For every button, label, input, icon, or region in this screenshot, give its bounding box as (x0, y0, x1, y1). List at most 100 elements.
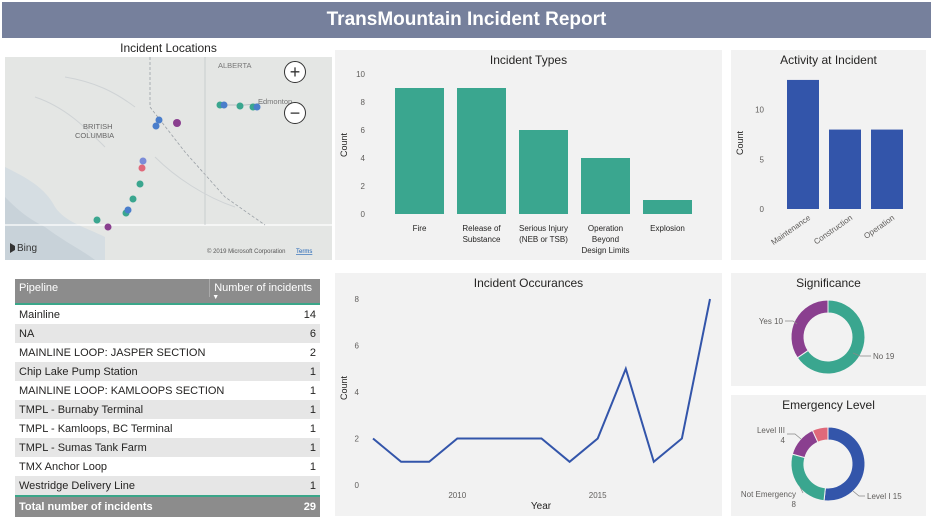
bar (829, 129, 861, 209)
map-canvas: ALBERTA BRITISH COLUMBIA Edmonton Bing (5, 57, 332, 260)
y-tick-label: 0 (355, 481, 360, 490)
column-header-incidents[interactable]: Number of incidents ▼ (209, 279, 320, 301)
bar (871, 129, 903, 209)
leader-line (787, 433, 802, 440)
y-tick-label: 0 (361, 210, 366, 219)
x-tick-label: Operation (862, 213, 896, 241)
x-tick-label: 2015 (589, 491, 607, 500)
y-tick-label: 10 (356, 70, 365, 79)
table-total-row: Total number of incidents 29 (15, 495, 320, 517)
slice-label: 4 (781, 436, 786, 445)
map-marker[interactable] (138, 164, 146, 172)
y-axis-label: Count (339, 376, 349, 401)
table-row[interactable]: Chip Lake Pump Station 1 (15, 362, 320, 381)
significance-chart: No 19 Yes 10 (759, 299, 895, 375)
map-markers (93, 101, 261, 231)
leader-line (852, 352, 871, 357)
map-marker[interactable] (155, 116, 163, 124)
incident-count-cell: 6 (309, 327, 316, 340)
y-tick-label: 2 (361, 182, 366, 191)
series-line (372, 298, 711, 464)
table-header: Pipeline Number of incidents ▼ (15, 279, 320, 305)
y-tick-label: 4 (361, 154, 366, 163)
map-marker[interactable] (236, 102, 244, 110)
map-terms-link[interactable]: Terms (296, 249, 312, 255)
table-row[interactable]: TMPL - Sumas Tank Farm 1 (15, 438, 320, 457)
x-tick-label: Substance (463, 235, 501, 244)
bar (643, 200, 692, 214)
activity-panel: Activity at Incident 0 5 10 Count Maintenanc… (731, 50, 926, 260)
table-row[interactable]: Westridge Delivery Line 1 (15, 476, 320, 495)
incident-types-chart: 0 2 4 6 8 10 Count Fire Release of Substance Serio… (339, 70, 692, 255)
slice-label: Not Emergency (741, 490, 796, 499)
donut-slice (790, 453, 826, 502)
zoom-out-button[interactable]: − (284, 102, 306, 124)
map-marker[interactable] (124, 206, 132, 214)
pipeline-name-cell: TMX Anchor Loop (19, 460, 108, 473)
report-title-bar: TransMountain Incident Report (2, 2, 931, 38)
emergency-title: Emergency Level (782, 398, 875, 412)
incident-types-panel: Incident Types 0 2 4 6 8 10 Count Fire Release o… (335, 50, 722, 260)
bar (787, 79, 819, 209)
activity-chart: 0 5 10 Count Maintenance Construction Operatio… (735, 79, 903, 247)
significance-panel: Significance No 19 Yes 10 (731, 273, 926, 386)
x-axis-label: Year (531, 501, 552, 512)
x-tick-label: Beyond (592, 235, 619, 244)
pipeline-name-cell: TMPL - Burnaby Terminal (19, 403, 144, 416)
map-label-edmonton: Edmonton (258, 97, 292, 106)
table-row[interactable]: TMPL - Kamloops, BC Terminal 1 (15, 419, 320, 438)
map-title: Incident Locations (120, 41, 217, 55)
column-header-pipeline[interactable]: Pipeline (19, 282, 59, 294)
map-marker[interactable] (104, 223, 112, 231)
bar (581, 158, 630, 214)
incident-map[interactable]: ALBERTA BRITISH COLUMBIA Edmonton Bing (5, 57, 332, 260)
pipeline-table: Pipeline Number of incidents ▼ Mainline 1… (15, 279, 320, 517)
map-marker[interactable] (152, 122, 160, 130)
y-tick-label: 8 (361, 98, 366, 107)
donut-slice (811, 426, 829, 443)
occurrences-panel: Incident Occurances 0 2 4 6 8 2010 2015 Count Ye… (335, 273, 722, 516)
bing-label: Bing (17, 243, 37, 254)
map-marker[interactable] (129, 195, 137, 203)
table-row[interactable]: MAINLINE LOOP: JASPER SECTION 2 (15, 343, 320, 362)
y-tick-label: 6 (361, 126, 366, 135)
incident-types-title: Incident Types (489, 53, 568, 67)
map-marker[interactable] (136, 180, 144, 188)
map-marker[interactable] (93, 216, 101, 224)
zoom-in-button[interactable]: + (284, 61, 306, 83)
map-marker[interactable] (139, 157, 147, 165)
y-tick-label: 5 (760, 155, 765, 164)
table-row[interactable]: MAINLINE LOOP: KAMLOOPS SECTION 1 (15, 381, 320, 400)
y-axis-label: Count (339, 133, 349, 158)
y-tick-label: 0 (760, 205, 765, 214)
pipeline-name-cell: NA (19, 327, 35, 340)
occurrences-chart: 0 2 4 6 8 2010 2015 Count Year (339, 295, 711, 512)
occurrences-title: Incident Occurances (473, 276, 584, 290)
leader-line (799, 486, 804, 494)
incident-count-cell: 1 (309, 479, 316, 492)
map-marker[interactable] (220, 101, 228, 109)
leader-line (852, 490, 865, 497)
x-tick-label: Explosion (650, 224, 685, 233)
table-row[interactable]: Mainline 14 (15, 305, 320, 324)
map-label-columbia: COLUMBIA (75, 131, 114, 140)
slice-label: Level I 15 (867, 492, 902, 501)
slice-label: Yes 10 (759, 317, 784, 326)
sort-descending-icon: ▼ (212, 294, 220, 301)
x-tick-label: Serious Injury (519, 224, 568, 233)
table-row[interactable]: NA 6 (15, 324, 320, 343)
y-tick-label: 8 (355, 295, 360, 304)
table-row[interactable]: TMX Anchor Loop 1 (15, 457, 320, 476)
table-row[interactable]: TMPL - Burnaby Terminal 1 (15, 400, 320, 419)
pipeline-name-cell: Chip Lake Pump Station (19, 365, 138, 378)
bar (395, 88, 444, 214)
column-header-incidents-label: Number of incidents (214, 282, 313, 294)
x-tick-label: Construction (812, 213, 854, 246)
x-tick-label: Design Limits (581, 246, 629, 255)
x-tick-label: Fire (413, 224, 427, 233)
incident-count-cell: 1 (309, 460, 316, 473)
map-marker[interactable] (253, 103, 261, 111)
donut-slice (823, 426, 866, 502)
map-marker[interactable] (173, 119, 181, 127)
